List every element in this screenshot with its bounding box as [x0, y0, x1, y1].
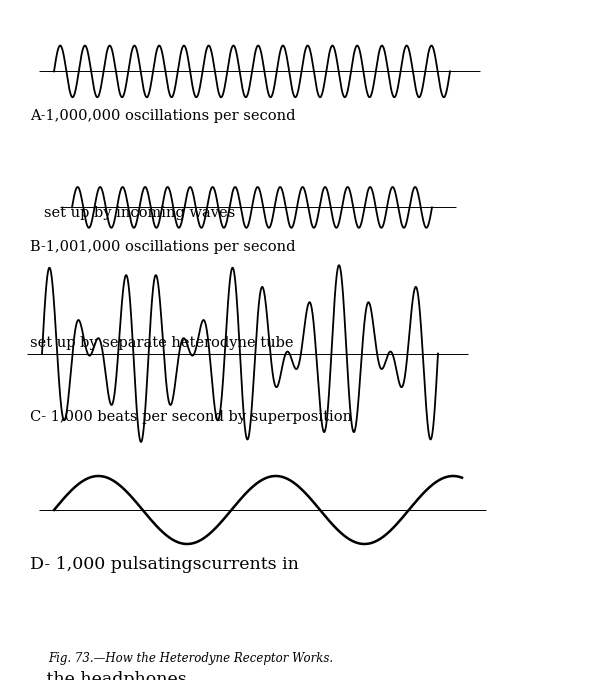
Text: the headphones: the headphones — [30, 671, 187, 680]
Text: B-1,001,000 oscillations per second: B-1,001,000 oscillations per second — [30, 240, 296, 254]
Text: C- 1,000 beats per second by superposition: C- 1,000 beats per second by superpositi… — [30, 410, 352, 424]
Text: A-1,000,000 oscillations per second: A-1,000,000 oscillations per second — [30, 109, 296, 124]
Text: D- 1,000 pulsatingscurrents in: D- 1,000 pulsatingscurrents in — [30, 556, 299, 573]
Text: Fig. 73.—How the Heterodyne Receptor Works.: Fig. 73.—How the Heterodyne Receptor Wor… — [48, 652, 333, 665]
Text: set up by incoming waves: set up by incoming waves — [30, 206, 235, 220]
Text: set up by separate heterodyne tube: set up by separate heterodyne tube — [30, 337, 293, 350]
